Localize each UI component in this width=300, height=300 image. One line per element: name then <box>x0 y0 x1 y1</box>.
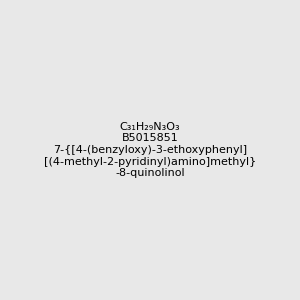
Text: C₃₁H₂₉N₃O₃
B5015851
7-{[4-(benzyloxy)-3-ethoxyphenyl]
[(4-methyl-2-pyridinyl)ami: C₃₁H₂₉N₃O₃ B5015851 7-{[4-(benzyloxy)-3-… <box>44 122 256 178</box>
